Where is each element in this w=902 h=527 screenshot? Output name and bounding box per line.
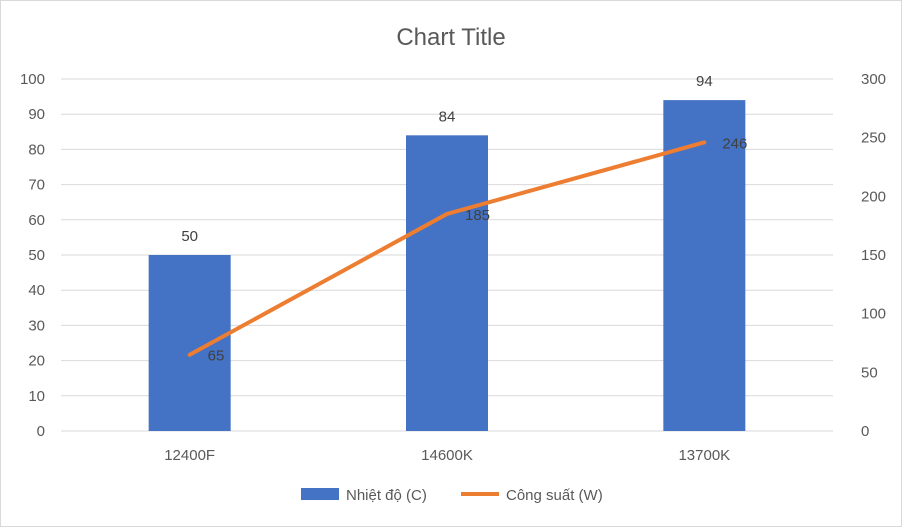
right-axis-tick: 200 xyxy=(861,188,886,205)
right-axis-tick: 300 xyxy=(861,71,886,88)
x-axis: 12400F 14600K 13700K xyxy=(164,447,730,464)
legend-label-bar: Nhiệt độ (C) xyxy=(346,487,427,504)
bar xyxy=(148,255,231,431)
line-series: 65 185 246 xyxy=(187,135,747,365)
right-axis-tick: 250 xyxy=(861,130,886,147)
line-data-label: 185 xyxy=(465,207,490,224)
x-axis-tick: 13700K xyxy=(678,447,730,464)
left-axis-tick: 80 xyxy=(28,141,45,158)
bar-data-label: 94 xyxy=(696,73,713,90)
left-axis-tick: 40 xyxy=(28,282,45,299)
legend-label-line: Công suất (W) xyxy=(506,487,603,504)
left-axis-tick: 10 xyxy=(28,388,45,405)
left-axis-tick: 90 xyxy=(28,106,45,123)
left-axis-tick: 30 xyxy=(28,317,45,334)
right-axis-tick: 0 xyxy=(861,423,869,440)
left-axis-tick: 70 xyxy=(28,177,45,194)
line-path xyxy=(187,140,707,357)
left-axis-tick: 50 xyxy=(28,247,45,264)
legend-swatch-bar xyxy=(301,488,339,500)
bar-data-label: 84 xyxy=(439,108,456,125)
bar-series: 50 84 94 xyxy=(148,73,746,432)
x-axis-tick: 12400F xyxy=(164,447,215,464)
right-axis: 0 50 100 150 200 250 300 xyxy=(861,71,886,440)
right-axis-tick: 150 xyxy=(861,247,886,264)
right-axis-tick: 100 xyxy=(861,306,886,323)
bar xyxy=(663,100,746,432)
bar xyxy=(406,135,488,431)
line-data-label: 65 xyxy=(208,348,225,365)
left-axis-tick: 60 xyxy=(28,212,45,229)
left-axis-tick: 0 xyxy=(37,423,45,440)
left-axis: 0 10 20 30 40 50 60 70 80 90 100 xyxy=(20,71,45,440)
chart-title: Chart Title xyxy=(396,24,505,51)
left-axis-tick: 20 xyxy=(28,353,45,370)
line-data-label: 246 xyxy=(722,135,747,152)
x-axis-tick: 14600K xyxy=(421,447,473,464)
left-axis-tick: 100 xyxy=(20,71,45,88)
right-axis-tick: 50 xyxy=(861,364,878,381)
legend: Nhiệt độ (C) Công suất (W) xyxy=(301,487,603,504)
bar-data-label: 50 xyxy=(181,228,198,245)
